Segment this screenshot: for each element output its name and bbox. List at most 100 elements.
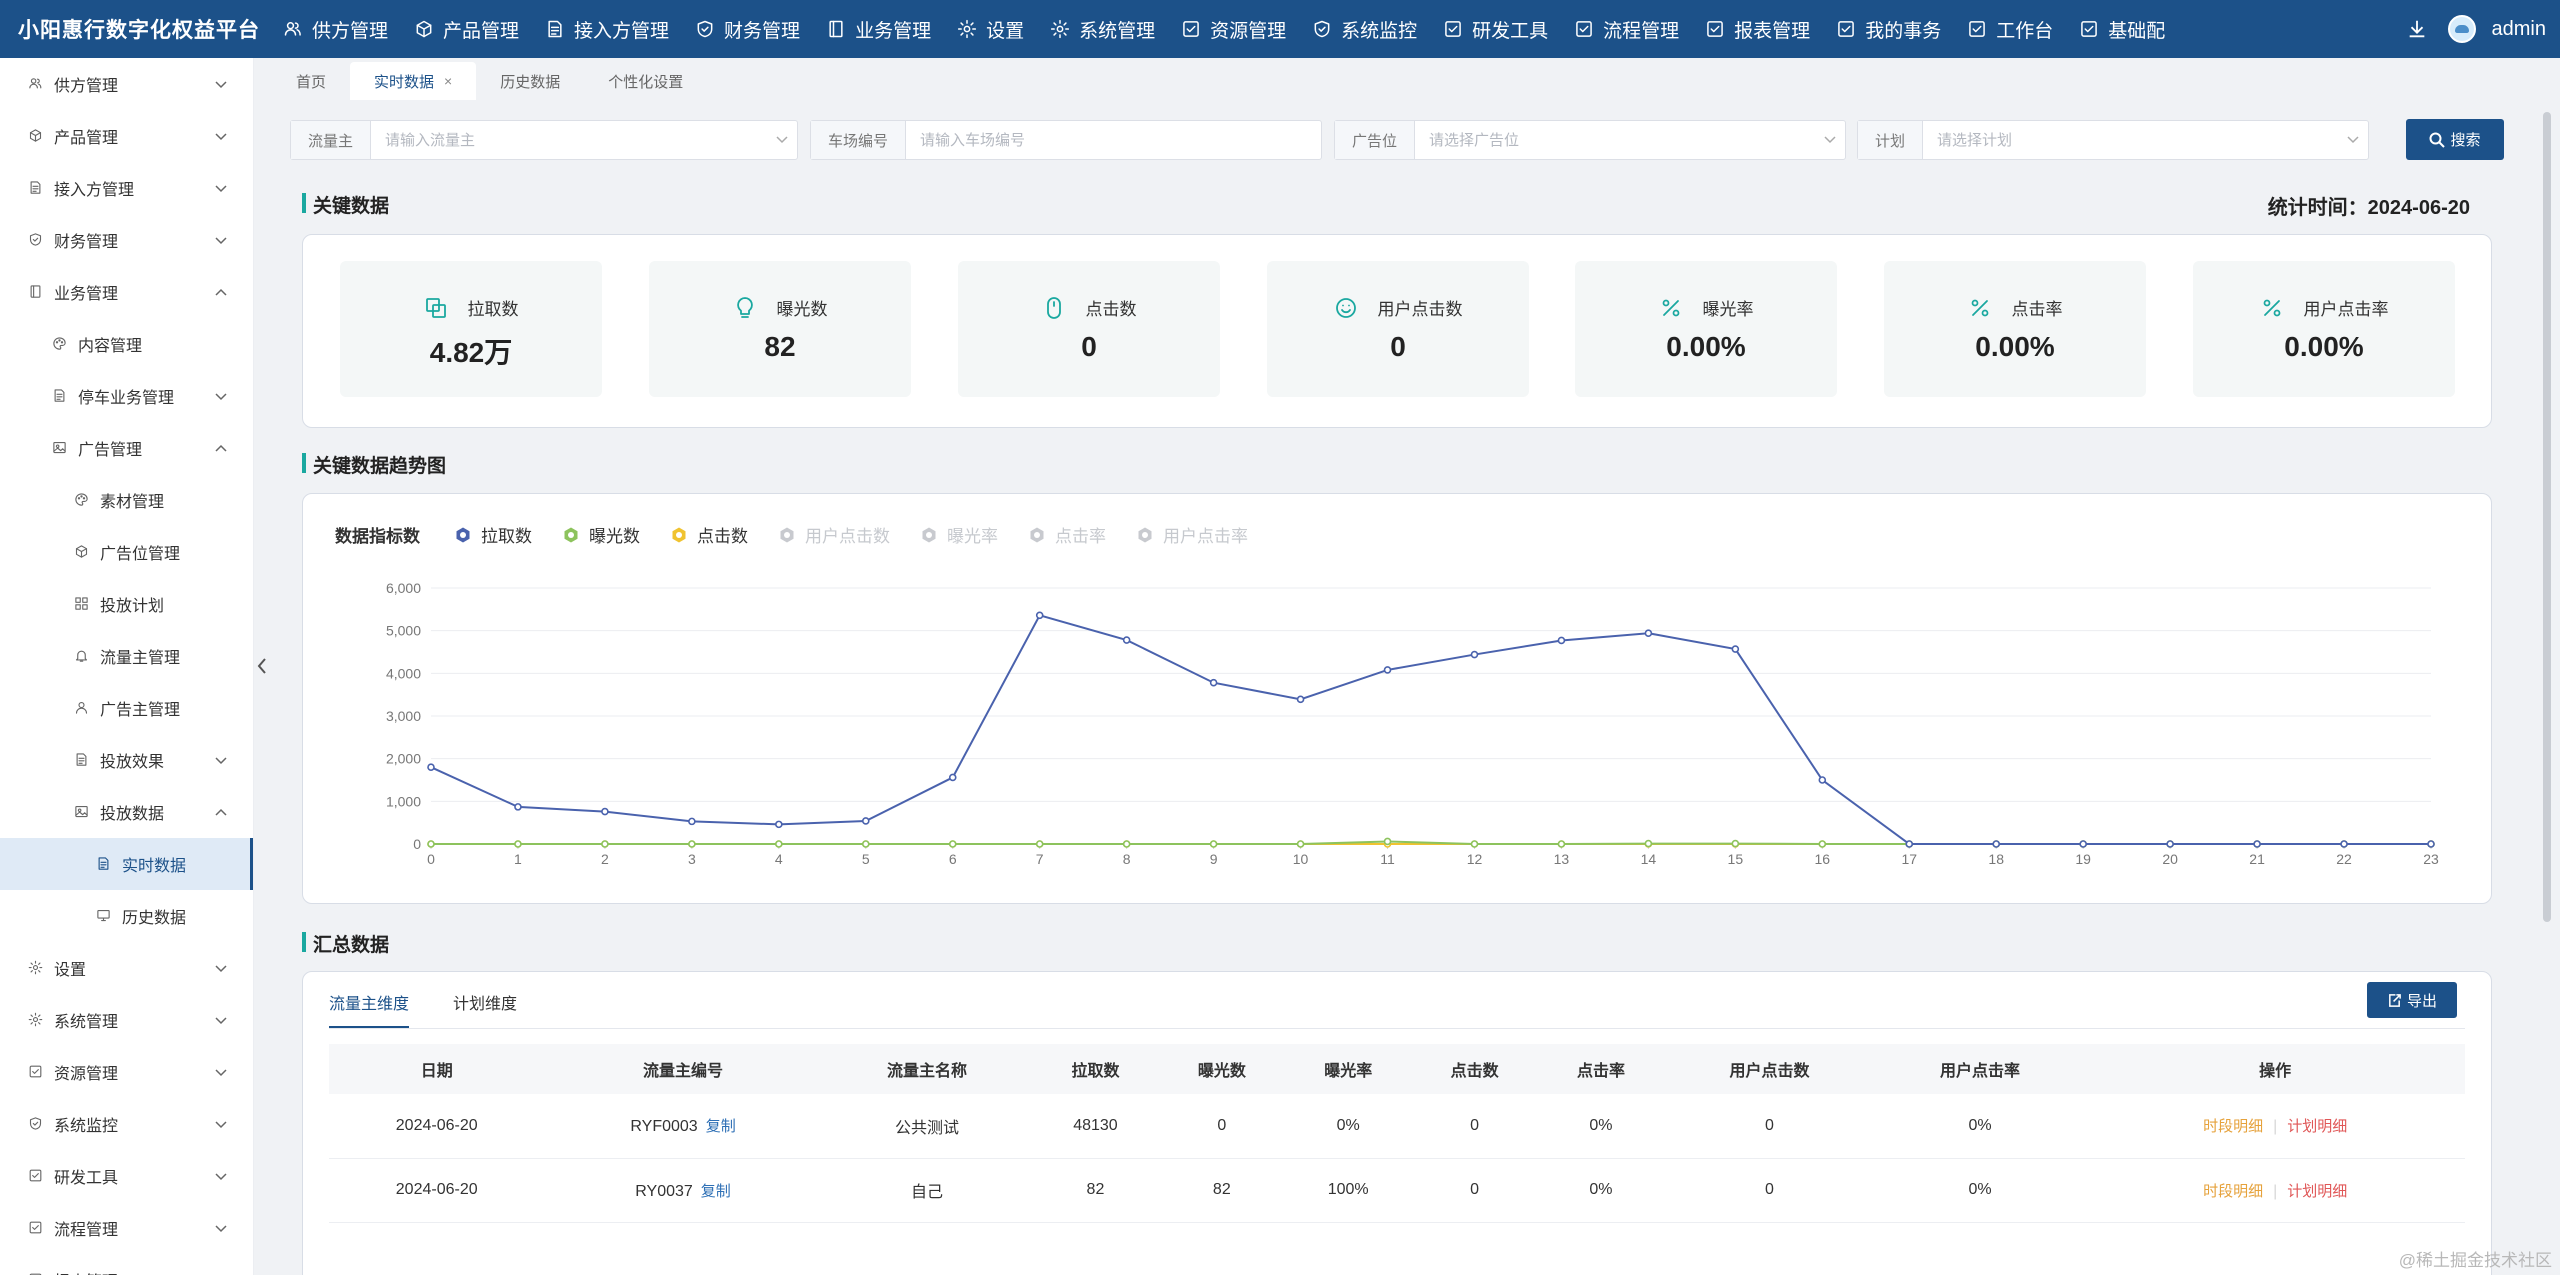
username[interactable]: admin	[2491, 17, 2546, 40]
nav-item-6[interactable]: 系统管理	[1037, 0, 1168, 58]
plan-detail-link[interactable]: 计划明细	[2287, 1118, 2348, 1136]
image-icon	[52, 440, 67, 455]
legend-label: 曝光数	[589, 527, 640, 546]
sidebar-item-6[interactable]: 停车业务管理	[0, 370, 253, 422]
sidebar-item-14[interactable]: 投放数据	[0, 786, 253, 838]
plan-select[interactable]	[1923, 121, 2338, 159]
plan-detail-link[interactable]: 计划明细	[2287, 1182, 2348, 1200]
nav-item-3[interactable]: 财务管理	[682, 0, 813, 58]
checkbox-icon	[1836, 19, 1856, 39]
sidebar-item-21[interactable]: 研发工具	[0, 1150, 253, 1202]
sidebar-item-17[interactable]: 设置	[0, 942, 253, 994]
sidebar-collapse-button[interactable]	[252, 646, 272, 686]
y-tick-label: 4,000	[386, 665, 421, 681]
sidebar-item-20[interactable]: 系统监控	[0, 1098, 253, 1150]
cell-click-rate: 0%	[1537, 1094, 1665, 1159]
sidebar-item-18[interactable]: 系统管理	[0, 994, 253, 1046]
tab-1[interactable]: 实时数据 ×	[350, 62, 477, 100]
x-tick-label: 0	[427, 851, 435, 867]
chevron-down-icon[interactable]	[767, 121, 797, 159]
nav-item-8[interactable]: 系统监控	[1299, 0, 1430, 58]
sidebar-item-7[interactable]: 广告管理	[0, 422, 253, 474]
sidebar-item-8[interactable]: 素材管理	[0, 474, 253, 526]
user-icon	[74, 700, 89, 715]
data-point	[1035, 611, 1044, 620]
time-detail-link[interactable]: 时段明细	[2203, 1182, 2264, 1200]
search-button[interactable]: 搜索	[2406, 119, 2504, 160]
cell-actions: 时段明细 | 计划明细	[2085, 1158, 2465, 1223]
sidebar-item-0[interactable]: 供方管理	[0, 58, 253, 110]
summary-title: 汇总数据	[302, 930, 389, 957]
legend-item-3[interactable]: 用户点击数	[778, 522, 890, 547]
sidebar-item-15[interactable]: 实时数据	[0, 838, 253, 890]
avatar[interactable]	[2447, 15, 2476, 43]
subtab-1[interactable]: 计划维度	[453, 996, 518, 1013]
nav-item-4[interactable]: 业务管理	[813, 0, 944, 58]
export-button[interactable]: 导出	[2367, 982, 2457, 1018]
sidebar-item-10[interactable]: 投放计划	[0, 578, 253, 630]
tab-0[interactable]: 首页	[272, 62, 350, 100]
parking-no-input[interactable]	[906, 121, 1321, 159]
nav-item-14[interactable]: 基础配	[2066, 0, 2178, 58]
legend-item-4[interactable]: 曝光率	[920, 522, 998, 547]
tab-3[interactable]: 个性化设置	[584, 62, 707, 100]
nav-item-1[interactable]: 产品管理	[401, 0, 532, 58]
sidebar-item-4[interactable]: 业务管理	[0, 266, 253, 318]
sidebar-item-2[interactable]: 接入方管理	[0, 162, 253, 214]
nav-item-0[interactable]: 供方管理	[270, 0, 401, 58]
ad-slot-select[interactable]	[1415, 121, 1815, 159]
column-header: 拉取数	[1032, 1044, 1159, 1094]
kpi-card: 曝光数 82	[649, 261, 911, 397]
sidebar-item-19[interactable]: 资源管理	[0, 1046, 253, 1098]
nav-item-5[interactable]: 设置	[944, 0, 1037, 58]
sidebar-item-9[interactable]: 广告位管理	[0, 526, 253, 578]
legend-item-0[interactable]: 拉取数	[454, 522, 532, 547]
data-point	[601, 840, 609, 848]
nav-item-10[interactable]: 流程管理	[1561, 0, 1692, 58]
nav-item-9[interactable]: 研发工具	[1430, 0, 1561, 58]
legend-item-1[interactable]: 曝光数	[562, 522, 640, 547]
sidebar-item-5[interactable]: 内容管理	[0, 318, 253, 370]
sidebar-item-11[interactable]: 流量主管理	[0, 630, 253, 682]
time-detail-link[interactable]: 时段明细	[2203, 1118, 2264, 1136]
download-icon[interactable]	[2406, 18, 2428, 40]
cell-owner-name: 公共测试	[821, 1094, 1033, 1159]
sidebar-item-22[interactable]: 流程管理	[0, 1202, 253, 1254]
sidebar-item-3[interactable]: 财务管理	[0, 214, 253, 266]
sidebar-item-label: 停车业务管理	[78, 390, 175, 407]
chevron-down-icon[interactable]	[1815, 121, 1845, 159]
subtab-0[interactable]: 流量主维度	[329, 990, 410, 1029]
copy-link[interactable]: 复制	[705, 1118, 736, 1136]
table-body: 2024-06-20 RYF0003 复制 公共测试 48130 0 0% 0 0% 0 0% 时段明…	[329, 1094, 2465, 1223]
close-icon[interactable]: ×	[444, 73, 453, 89]
legend-item-2[interactable]: 点击数	[670, 522, 748, 547]
data-point	[1905, 840, 1914, 848]
nav-item-13[interactable]: 工作台	[1954, 0, 2066, 58]
nav-item-11[interactable]: 报表管理	[1692, 0, 1823, 58]
legend-item-6[interactable]: 用户点击率	[1136, 522, 1248, 547]
copy-link[interactable]: 复制	[700, 1182, 731, 1200]
sidebar-item-13[interactable]: 投放效果	[0, 734, 253, 786]
sidebar-item-1[interactable]: 产品管理	[0, 110, 253, 162]
parking-no-filter: 车场编号	[810, 120, 1322, 160]
x-tick-label: 6	[949, 851, 957, 867]
gear-icon	[957, 19, 977, 39]
doc-icon	[545, 19, 565, 39]
table-row: 2024-06-20 RY0037 复制 自己 82 82 100% 0 0% 0 0% 时段明细 | 计…	[329, 1158, 2465, 1223]
sidebar-item-16[interactable]: 历史数据	[0, 890, 253, 942]
sidebar-item-label: 资源管理	[54, 1066, 119, 1083]
sidebar-item-23[interactable]: 报表管理	[0, 1254, 253, 1275]
traffic-owner-input[interactable]	[371, 121, 767, 159]
nav-item-7[interactable]: 资源管理	[1168, 0, 1299, 58]
legend-item-5[interactable]: 点击率	[1028, 522, 1106, 547]
chevron-down-icon[interactable]	[2338, 121, 2368, 159]
tab-2[interactable]: 历史数据	[476, 62, 584, 100]
percent-icon	[1659, 296, 1693, 320]
x-tick-label: 5	[862, 851, 870, 867]
nav-item-12[interactable]: 我的事务	[1823, 0, 1954, 58]
page-scrollbar[interactable]	[2543, 112, 2551, 922]
sidebar-item-12[interactable]: 广告主管理	[0, 682, 253, 734]
palette-icon	[52, 336, 67, 351]
cell-value: 0%	[1589, 1181, 1613, 1198]
nav-item-2[interactable]: 接入方管理	[532, 0, 682, 58]
